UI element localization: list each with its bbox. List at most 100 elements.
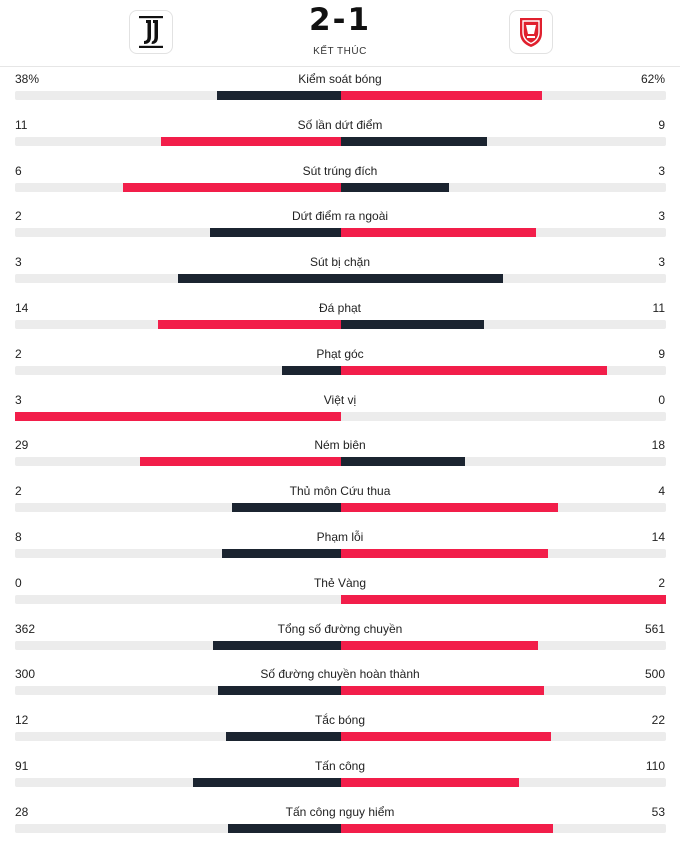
- stat-label: Tổng số đường chuyền: [277, 621, 403, 636]
- home-stat-value: 28: [15, 804, 29, 819]
- stat-bar-track: [15, 228, 666, 238]
- stat-row: 28 Tấn công nguy hiểm 53: [0, 802, 680, 848]
- stat-label: Sút bị chặn: [309, 255, 371, 270]
- away-stat-bar: [340, 274, 504, 284]
- away-stat-value: 500: [644, 667, 665, 682]
- stat-row: 2 Thủ môn Cứu thua 4: [0, 481, 680, 527]
- stat-label: Dứt điểm ra ngoài: [291, 209, 389, 224]
- home-stat-bar: [216, 91, 341, 100]
- stat-label: Tắc bóng: [314, 713, 366, 728]
- monza-logo-icon[interactable]: [509, 10, 553, 54]
- home-stat-value: 3: [15, 255, 22, 270]
- away-stat-value: 53: [651, 804, 665, 819]
- stat-bar-track: [15, 686, 666, 696]
- stat-bar-track: [15, 91, 666, 100]
- stat-row: 6 Sút trúng đích 3: [0, 161, 680, 207]
- away-stat-bar: [340, 457, 466, 467]
- home-stat-value: 300: [15, 667, 36, 682]
- home-stat-bar: [15, 411, 341, 421]
- stat-row: 362 Tổng số đường chuyền 561: [0, 619, 680, 665]
- home-stat-bar: [158, 319, 341, 329]
- away-stat-bar: [340, 228, 536, 238]
- stat-row: 12 Tắc bóng 22: [0, 710, 680, 756]
- away-stat-value: 3: [658, 255, 665, 270]
- match-status: KẾT THÚC: [313, 46, 367, 57]
- stat-bar-track: [15, 503, 666, 513]
- stat-row: 300 Số đường chuyền hoàn thành 500: [0, 664, 680, 710]
- stat-bar-track: [15, 319, 666, 329]
- home-stat-bar: [193, 777, 341, 787]
- stat-label: Việt vị: [323, 392, 357, 407]
- stat-bar-track: [15, 457, 666, 467]
- stat-label: Thẻ Vàng: [313, 575, 367, 590]
- stat-row: 14 Đá phạt 11: [0, 298, 680, 344]
- away-stat-value: 9: [658, 117, 665, 132]
- away-stat-value: 62%: [640, 72, 665, 86]
- stat-bar-track: [15, 365, 666, 375]
- away-stat-bar: [340, 686, 544, 696]
- stat-bar-track: [15, 594, 666, 604]
- away-stat-value: 561: [644, 621, 665, 636]
- home-stat-bar: [177, 274, 341, 284]
- home-stat-value: 14: [15, 300, 29, 315]
- home-stat-value: 6: [15, 163, 22, 178]
- home-stat-value: 362: [15, 621, 36, 636]
- stat-label: Số lần dứt điểm: [297, 117, 383, 132]
- away-stat-bar: [340, 640, 539, 650]
- stat-row: 3 Sút bị chặn 3: [0, 252, 680, 298]
- away-stat-bar: [340, 594, 666, 604]
- stat-label: Đá phạt: [318, 300, 362, 315]
- stat-label: Kiểm soát bóng: [298, 72, 382, 86]
- home-stat-value: 0: [15, 575, 22, 590]
- away-stat-value: 9: [658, 346, 665, 361]
- stat-row: 38% Kiểm soát bóng 62%: [0, 69, 680, 115]
- stat-label: Thủ môn Cứu thua: [289, 484, 391, 499]
- away-stat-bar: [340, 91, 543, 100]
- away-stat-value: 110: [645, 758, 665, 773]
- home-stat-value: 3: [15, 392, 22, 407]
- stat-bar-track: [15, 640, 666, 650]
- home-stat-bar: [212, 640, 341, 650]
- juventus-logo-icon[interactable]: [129, 10, 173, 54]
- home-stat-value: 38%: [15, 72, 40, 86]
- home-score: 2: [308, 2, 333, 38]
- stat-label: Phạm lỗi: [316, 529, 364, 544]
- away-stat-bar: [340, 732, 552, 742]
- home-stat-value: 12: [15, 713, 29, 728]
- home-stat-value: 29: [15, 438, 29, 453]
- match-header: 2-1 KẾT THÚC: [0, 0, 680, 67]
- home-stat-bar: [232, 503, 341, 513]
- away-stat-bar: [340, 365, 608, 375]
- home-stat-bar: [227, 823, 341, 833]
- away-stat-value: 14: [651, 529, 665, 544]
- home-stat-bar: [210, 228, 341, 238]
- home-stat-bar: [161, 136, 341, 146]
- away-stat-value: 18: [651, 438, 665, 453]
- away-stat-value: 2: [658, 575, 665, 590]
- away-stat-value: 4: [658, 484, 665, 499]
- score-separator: -: [332, 2, 348, 38]
- away-stat-bar: [340, 182, 449, 192]
- stat-bar-track: [15, 823, 666, 833]
- stat-bar-track: [15, 136, 666, 146]
- match-score: 2-1: [0, 2, 680, 38]
- home-stat-value: 2: [15, 209, 22, 224]
- stat-row: 8 Phạm lỗi 14: [0, 527, 680, 573]
- home-stat-bar: [225, 732, 341, 742]
- away-stat-bar: [340, 503, 558, 513]
- stat-label: Sút trúng đích: [302, 163, 378, 178]
- home-stat-value: 2: [15, 346, 22, 361]
- away-stat-bar: [340, 823, 554, 833]
- home-stat-value: 2: [15, 484, 22, 499]
- away-stat-bar: [340, 777, 519, 787]
- away-stat-value: 3: [658, 163, 665, 178]
- stat-bar-track: [15, 411, 666, 421]
- stat-label: Số đường chuyền hoàn thành: [260, 667, 420, 682]
- stat-row: 2 Dứt điểm ra ngoài 3: [0, 206, 680, 252]
- stat-label: Phạt góc: [316, 346, 364, 361]
- stat-row: 3 Việt vị 0: [0, 390, 680, 436]
- home-stat-value: 11: [15, 117, 28, 132]
- away-score: 1: [347, 2, 372, 38]
- away-stat-value: 0: [658, 392, 665, 407]
- home-stat-bar: [123, 182, 341, 192]
